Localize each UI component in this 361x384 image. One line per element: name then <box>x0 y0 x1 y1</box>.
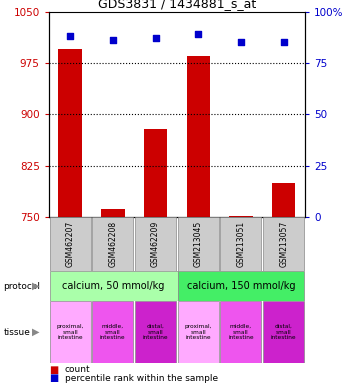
Text: proximal,
small
intestine: proximal, small intestine <box>56 324 84 341</box>
Point <box>67 33 73 39</box>
Text: ■: ■ <box>49 373 58 383</box>
Bar <box>144 129 167 217</box>
Point <box>110 37 116 43</box>
Bar <box>135 301 176 363</box>
Text: calcium, 50 mmol/kg: calcium, 50 mmol/kg <box>62 281 165 291</box>
Bar <box>187 56 210 217</box>
Bar <box>135 217 176 271</box>
Bar <box>263 217 304 271</box>
Bar <box>272 183 295 217</box>
Title: GDS3831 / 1434881_s_at: GDS3831 / 1434881_s_at <box>98 0 256 10</box>
Bar <box>49 271 178 301</box>
Text: count: count <box>65 365 91 374</box>
Text: calcium, 150 mmol/kg: calcium, 150 mmol/kg <box>187 281 295 291</box>
Bar <box>92 217 133 271</box>
Text: GSM462209: GSM462209 <box>151 221 160 267</box>
Text: percentile rank within the sample: percentile rank within the sample <box>65 374 218 383</box>
Bar <box>49 301 91 363</box>
Point <box>281 39 287 45</box>
Text: GSM213051: GSM213051 <box>236 221 245 267</box>
Bar <box>92 301 133 363</box>
Bar <box>101 209 125 217</box>
Bar <box>178 271 304 301</box>
Bar <box>221 217 261 271</box>
Text: protocol: protocol <box>4 281 40 291</box>
Text: GSM462207: GSM462207 <box>66 221 75 267</box>
Bar <box>178 301 219 363</box>
Text: middle,
small
intestine: middle, small intestine <box>100 324 126 341</box>
Bar <box>49 217 91 271</box>
Point <box>153 35 158 41</box>
Text: GSM213057: GSM213057 <box>279 221 288 267</box>
Point <box>195 31 201 37</box>
Point <box>238 39 244 45</box>
Text: distal,
small
intestine: distal, small intestine <box>143 324 168 341</box>
Text: GSM213045: GSM213045 <box>194 221 203 267</box>
Text: ■: ■ <box>49 365 58 375</box>
Bar <box>58 49 82 217</box>
Text: ▶: ▶ <box>32 327 39 337</box>
Text: GSM462208: GSM462208 <box>108 221 117 267</box>
Text: ▶: ▶ <box>32 281 39 291</box>
Text: middle,
small
intestine: middle, small intestine <box>228 324 254 341</box>
Text: distal,
small
intestine: distal, small intestine <box>271 324 296 341</box>
Text: tissue: tissue <box>4 328 30 337</box>
Text: proximal,
small
intestine: proximal, small intestine <box>184 324 212 341</box>
Bar <box>221 301 261 363</box>
Bar <box>229 215 253 217</box>
Bar <box>178 217 219 271</box>
Bar <box>263 301 304 363</box>
